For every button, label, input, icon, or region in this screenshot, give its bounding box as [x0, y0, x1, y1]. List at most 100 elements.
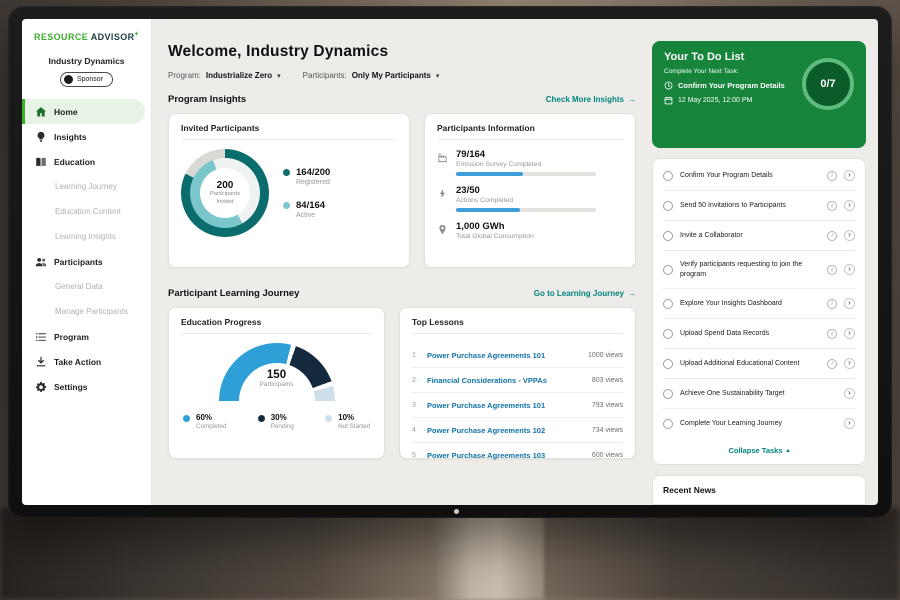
sidebar-item[interactable]: Home [22, 99, 145, 124]
sidebar-item[interactable]: Manage Participants [22, 299, 151, 324]
progress-bar [456, 208, 596, 212]
calendar-icon [664, 96, 673, 105]
filter-dropdown[interactable]: Program: Industrialize Zero ▾ [168, 71, 281, 80]
sidebar-item[interactable]: Education Content [22, 199, 151, 224]
app-logo: RESOURCE ADVISOR+ [22, 31, 151, 42]
lesson-row: 1 Power Purchase Agreements 101 1000 vie… [412, 343, 623, 368]
chevron-right-icon[interactable]: › [844, 298, 855, 309]
donut-center-value: 200 [216, 180, 234, 192]
sponsor-icon [63, 75, 73, 84]
task-checkbox[interactable] [663, 264, 673, 275]
legend-label: Registered [296, 179, 330, 186]
chevron-right-icon[interactable]: › [844, 200, 855, 212]
task-checkbox[interactable] [663, 170, 673, 181]
legend-label: Completed [196, 423, 227, 430]
clock-icon [664, 81, 673, 90]
lesson-link[interactable]: Power Purchase Agreements 101 [427, 350, 546, 360]
invited-participants-card: Invited Participants 200 Participants In… [168, 113, 410, 268]
gauge-center-label: Participants [259, 381, 294, 388]
stat-value: 79/164 [456, 149, 486, 160]
learning-journey-cards: Education Progress 150 Participants [168, 307, 636, 460]
legend-item: 30% Pending [257, 413, 294, 430]
gauge-center-value: 150 [266, 369, 287, 381]
chevron-right-icon[interactable]: › [844, 230, 855, 242]
info-icon[interactable]: i [827, 298, 837, 309]
legend-value: 30% [270, 413, 287, 422]
task-row[interactable]: Invite a Collaborator i › [663, 221, 855, 252]
sidebar-item[interactable]: Settings [22, 374, 151, 399]
stat-label: Total Global Consumption [456, 233, 534, 240]
todo-next-task[interactable]: Confirm Your Program Details [664, 81, 854, 90]
stat-body: 23/50 Actions Completed [456, 185, 596, 212]
consumption-icon [437, 222, 448, 235]
task-row[interactable]: Send 50 Invitations to Participants i › [663, 191, 855, 222]
legend-value: 60% [196, 413, 213, 422]
lesson-link[interactable]: Power Purchase Agreements 103 [427, 450, 546, 460]
collapse-tasks-link[interactable]: Collapse Tasks ▴ [663, 438, 855, 464]
task-checkbox[interactable] [663, 418, 673, 429]
task-row[interactable]: Achieve One Sustainability Target › [663, 379, 855, 409]
power-led [454, 509, 459, 514]
info-icon[interactable]: i [827, 200, 837, 211]
sidebar-item[interactable]: General Data [22, 274, 151, 299]
take-action-icon [35, 356, 47, 368]
check-more-insights-link[interactable]: Check More Insights → [546, 95, 636, 104]
lesson-link[interactable]: Power Purchase Agreements 102 [427, 425, 546, 435]
task-label: Verify participants requesting to join t… [680, 261, 803, 278]
chevron-right-icon[interactable]: › [844, 170, 855, 182]
lessons-list: 1 Power Purchase Agreements 101 1000 vie… [412, 343, 623, 467]
chevron-right-icon[interactable]: › [844, 418, 855, 429]
chevron-right-icon[interactable]: › [844, 358, 855, 369]
info-icon[interactable]: i [827, 230, 837, 241]
page-title: Welcome, Industry Dynamics [168, 43, 389, 60]
info-icon[interactable]: i [827, 170, 837, 181]
info-icon[interactable]: i [827, 358, 837, 369]
legend-text: 164/200 Registered [296, 167, 330, 186]
sidebar-item[interactable]: Insights [22, 124, 151, 149]
task-checkbox[interactable] [663, 358, 673, 369]
legend-item: 60% Completed [183, 413, 226, 430]
task-checkbox[interactable] [663, 200, 673, 211]
top-lessons-card: Top Lessons 1 Power Purchase Agreements … [399, 307, 636, 460]
sponsor-badge[interactable]: Sponsor [59, 72, 114, 87]
chevron-right-icon[interactable]: › [844, 388, 855, 399]
lesson-views: 1000 views [587, 351, 623, 359]
task-checkbox[interactable] [663, 328, 673, 339]
participants-icon [35, 256, 47, 268]
sidebar-item[interactable]: Program [22, 324, 151, 349]
survey-icon [437, 150, 448, 163]
chevron-right-icon[interactable]: › [844, 264, 855, 276]
task-row[interactable]: Upload Additional Educational Content i … [663, 349, 855, 379]
lesson-link[interactable]: Financial Considerations - VPPAs [427, 375, 547, 385]
sidebar-item[interactable]: Take Action [22, 349, 151, 374]
task-row[interactable]: Verify participants requesting to join t… [663, 251, 855, 289]
task-checkbox[interactable] [663, 298, 673, 309]
todo-progress-ring: 0/7 [802, 58, 854, 110]
participant-stats: 79/164 Emission Survey Completed 23/50 [437, 149, 623, 240]
task-row[interactable]: Explore Your Insights Dashboard i › [663, 289, 855, 319]
learning-journey-header: Participant Learning Journey Go to Learn… [168, 288, 636, 299]
info-icon[interactable]: i [827, 264, 837, 275]
filter-dropdown[interactable]: Participants: Only My Participants ▾ [303, 71, 440, 80]
info-icon[interactable]: i [827, 328, 837, 339]
sidebar-item[interactable]: Learning Journey [22, 174, 151, 199]
task-row[interactable]: Upload Spend Data Records i › [663, 319, 855, 349]
lesson-link[interactable]: Power Purchase Agreements 101 [427, 400, 546, 410]
sidebar-item[interactable]: Education [22, 149, 151, 174]
lesson-rank: 1 [412, 351, 416, 359]
legend-text: 10% Not Started [338, 413, 370, 430]
sidebar-item[interactable]: Participants [22, 249, 151, 274]
main-content: Welcome, Industry Dynamics Program: Indu… [152, 19, 650, 505]
task-checkbox[interactable] [663, 388, 673, 399]
task-row[interactable]: Confirm Your Program Details i › [663, 161, 855, 192]
lesson-views: 803 views [591, 376, 623, 384]
task-row[interactable]: Complete Your Learning Journey › [663, 409, 855, 438]
sidebar-nav: Home Insights Education Learning Journey… [22, 99, 151, 399]
legend-dot [283, 202, 290, 209]
chevron-right-icon[interactable]: › [844, 328, 855, 339]
go-to-learning-journey-link[interactable]: Go to Learning Journey → [534, 289, 636, 298]
sidebar-item[interactable]: Learning Insights [22, 224, 151, 249]
lesson-rank: 4 [412, 426, 416, 434]
education-gauge-chart: 150 Participants [218, 343, 335, 401]
task-checkbox[interactable] [663, 230, 673, 241]
